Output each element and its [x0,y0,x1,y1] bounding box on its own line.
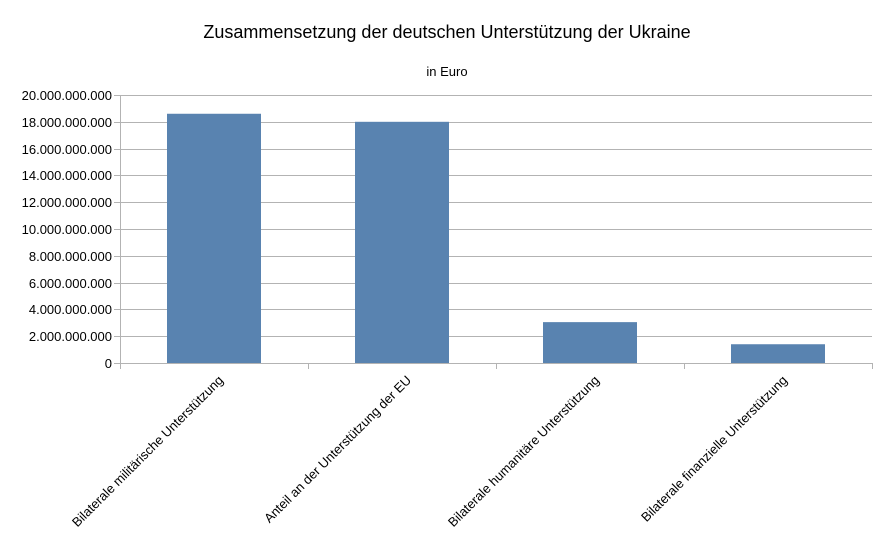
y-tick-label: 18.000.000.000 [22,115,112,130]
y-tick-label: 20.000.000.000 [22,88,112,103]
bar [167,113,261,363]
y-tick-label: 10.000.000.000 [22,222,112,237]
y-tick-label: 2.000.000.000 [29,329,112,344]
y-axis-tick-labels: 0 2.000.000.000 4.000.000.000 6.000.000.000… [22,88,112,371]
y-tick-label: 16.000.000.000 [22,142,112,157]
y-tick-label: 4.000.000.000 [29,302,112,317]
y-tick-label: 12.000.000.000 [22,195,112,210]
bar [731,344,825,363]
chart-title: Zusammensetzung der deutschen Unterstütz… [203,22,690,42]
x-category-label: Bilaterale militärische Unterstützung [69,373,226,530]
y-tick-label: 0 [105,356,112,371]
y-tick-label: 8.000.000.000 [29,249,112,264]
bar [355,121,449,363]
y-tick-label: 6.000.000.000 [29,276,112,291]
bars [167,113,825,363]
x-category-label: Anteil an der Unterstützung der EU [261,373,414,526]
chart-subtitle: in Euro [426,64,467,79]
axes [114,95,873,369]
x-category-label: Bilaterale humanitäre Unterstützung [445,373,602,530]
y-tick-label: 14.000.000.000 [22,168,112,183]
x-category-label: Bilaterale finanzielle Unterstützung [638,373,790,525]
x-axis-category-labels: Bilaterale militärische Unterstützung Ant… [69,373,790,530]
bar [543,322,637,363]
